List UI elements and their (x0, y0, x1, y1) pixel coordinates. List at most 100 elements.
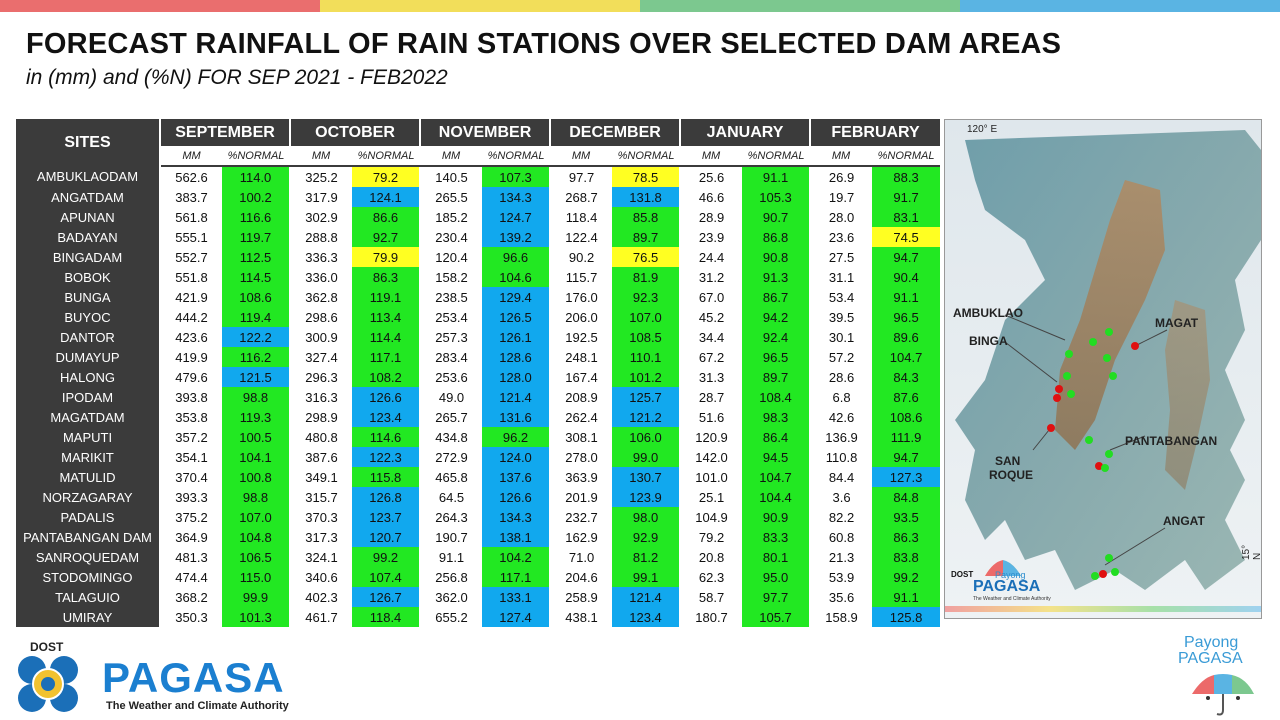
site-name: MAGATDAM (16, 407, 161, 427)
rainfall-mm-cell: 39.5 (810, 307, 873, 327)
map-label-san: SAN (995, 454, 1021, 468)
percent-normal-cell: 80.1 (742, 547, 812, 567)
percent-normal-cell: 114.6 (352, 427, 422, 447)
rainfall-mm-cell: 232.7 (550, 507, 613, 527)
percent-normal-cell: 105.7 (742, 607, 812, 627)
percent-normal-cell: 127.4 (482, 607, 552, 627)
percent-normal-cell: 84.3 (872, 367, 941, 387)
pct-normal-subheader: %NORMAL (612, 146, 681, 167)
rainfall-mm-cell: 363.9 (550, 467, 613, 487)
map-label-binga: BINGA (969, 334, 1008, 348)
rainfall-mm-cell: 19.7 (810, 187, 873, 207)
percent-normal-cell: 104.7 (742, 467, 812, 487)
percent-normal-cell: 100.8 (222, 467, 292, 487)
rainfall-mm-cell: 23.9 (680, 227, 743, 247)
rainfall-mm-cell: 26.9 (810, 166, 873, 187)
percent-normal-cell: 130.7 (612, 467, 682, 487)
percent-normal-cell: 92.4 (742, 327, 812, 347)
rainfall-mm-cell: 552.7 (160, 247, 222, 267)
sierra-madre-mountains (1165, 300, 1210, 490)
percent-normal-cell: 114.4 (352, 327, 422, 347)
percent-normal-cell: 118.4 (352, 607, 422, 627)
table-row: IPODAM 393.8 98.8 316.3 126.6 49.0 121.4 208.9 1… (16, 387, 941, 407)
percent-normal-cell: 99.0 (612, 447, 682, 467)
percent-normal-cell: 91.1 (742, 166, 812, 187)
rain-station-marker (1101, 464, 1109, 472)
rainfall-mm-cell: 84.4 (810, 467, 873, 487)
rainfall-mm-cell: 302.9 (290, 207, 353, 227)
percent-normal-cell: 96.5 (742, 347, 812, 367)
percent-normal-cell: 126.5 (482, 307, 552, 327)
table-row: UMIRAY 350.3 101.3 461.7 118.4 655.2 127.4 438.… (16, 607, 941, 627)
map-terrain (945, 120, 1261, 618)
percent-normal-cell: 94.2 (742, 307, 812, 327)
percent-normal-cell: 94.5 (742, 447, 812, 467)
rainfall-mm-cell: 45.2 (680, 307, 743, 327)
percent-normal-cell: 104.2 (482, 547, 552, 567)
month-header: NOVEMBER (420, 119, 552, 146)
rain-station-marker (1067, 390, 1075, 398)
rainfall-mm-cell: 317.9 (290, 187, 353, 207)
rainfall-mm-cell: 122.4 (550, 227, 613, 247)
pagasa-emblem-icon (18, 656, 78, 712)
rainfall-mm-cell: 25.6 (680, 166, 743, 187)
pct-normal-subheader: %NORMAL (872, 146, 941, 167)
pagasa-tagline: The Weather and Climate Authority (106, 700, 289, 712)
percent-normal-cell: 123.9 (612, 487, 682, 507)
percent-normal-cell: 114.5 (222, 267, 292, 287)
percent-normal-cell: 121.4 (482, 387, 552, 407)
dam-marker-red (1095, 462, 1103, 470)
site-name: HALONG (16, 367, 161, 387)
percent-normal-cell: 134.3 (482, 187, 552, 207)
rainfall-mm-cell: 82.2 (810, 507, 873, 527)
rainfall-mm-cell: 90.2 (550, 247, 613, 267)
pagasa-wordmark: PAGASA (102, 654, 285, 701)
top-color-bar (0, 0, 1280, 12)
mm-subheader: MM (680, 146, 743, 167)
rainfall-mm-cell: 434.8 (420, 427, 483, 447)
rainfall-mm-cell: 253.4 (420, 307, 483, 327)
percent-normal-cell: 119.7 (222, 227, 292, 247)
percent-normal-cell: 89.7 (612, 227, 682, 247)
percent-normal-cell: 89.7 (742, 367, 812, 387)
dam-marker-red (1053, 394, 1061, 402)
rainfall-mm-cell: 64.5 (420, 487, 483, 507)
percent-normal-cell: 116.6 (222, 207, 292, 227)
percent-normal-cell: 119.3 (222, 407, 292, 427)
rainfall-mm-cell: 265.7 (420, 407, 483, 427)
rainfall-mm-cell: 393.3 (160, 487, 222, 507)
rainfall-mm-cell: 104.9 (680, 507, 743, 527)
map-rainbow-strip (945, 606, 1261, 612)
percent-normal-cell: 121.4 (612, 587, 682, 607)
percent-normal-cell: 104.1 (222, 447, 292, 467)
table-row: BADAYAN 555.1 119.7 288.8 92.7 230.4 139.2 122.… (16, 227, 941, 247)
percent-normal-cell: 106.0 (612, 427, 682, 447)
percent-normal-cell: 99.1 (612, 567, 682, 587)
map-logo-payong: Payong (995, 570, 1026, 580)
rainfall-mm-cell: 248.1 (550, 347, 613, 367)
rainfall-mm-cell: 438.1 (550, 607, 613, 627)
percent-normal-cell: 121.2 (612, 407, 682, 427)
rainfall-mm-cell: 264.3 (420, 507, 483, 527)
site-name: BADAYAN (16, 227, 161, 247)
percent-normal-cell: 119.1 (352, 287, 422, 307)
sites-header: SITES (16, 119, 161, 166)
month-header: OCTOBER (290, 119, 422, 146)
percent-normal-cell: 122.2 (222, 327, 292, 347)
month-header: JANUARY (680, 119, 812, 146)
percent-normal-cell: 98.3 (742, 407, 812, 427)
rainfall-mm-cell: 402.3 (290, 587, 353, 607)
percent-normal-cell: 126.8 (352, 487, 422, 507)
table-row: BUYOC 444.2 119.4 298.6 113.4 253.4 126.5 206.0… (16, 307, 941, 327)
rain-station-marker (1089, 338, 1097, 346)
site-name: DANTOR (16, 327, 161, 347)
rainfall-mm-cell: 555.1 (160, 227, 222, 247)
percent-normal-cell: 92.9 (612, 527, 682, 547)
rainfall-mm-cell: 340.6 (290, 567, 353, 587)
rainfall-mm-cell: 120.9 (680, 427, 743, 447)
percent-normal-cell: 91.3 (742, 267, 812, 287)
mm-subheader: MM (420, 146, 483, 167)
rainfall-mm-cell: 115.7 (550, 267, 613, 287)
rainfall-mm-cell: 206.0 (550, 307, 613, 327)
rainfall-mm-cell: 142.0 (680, 447, 743, 467)
